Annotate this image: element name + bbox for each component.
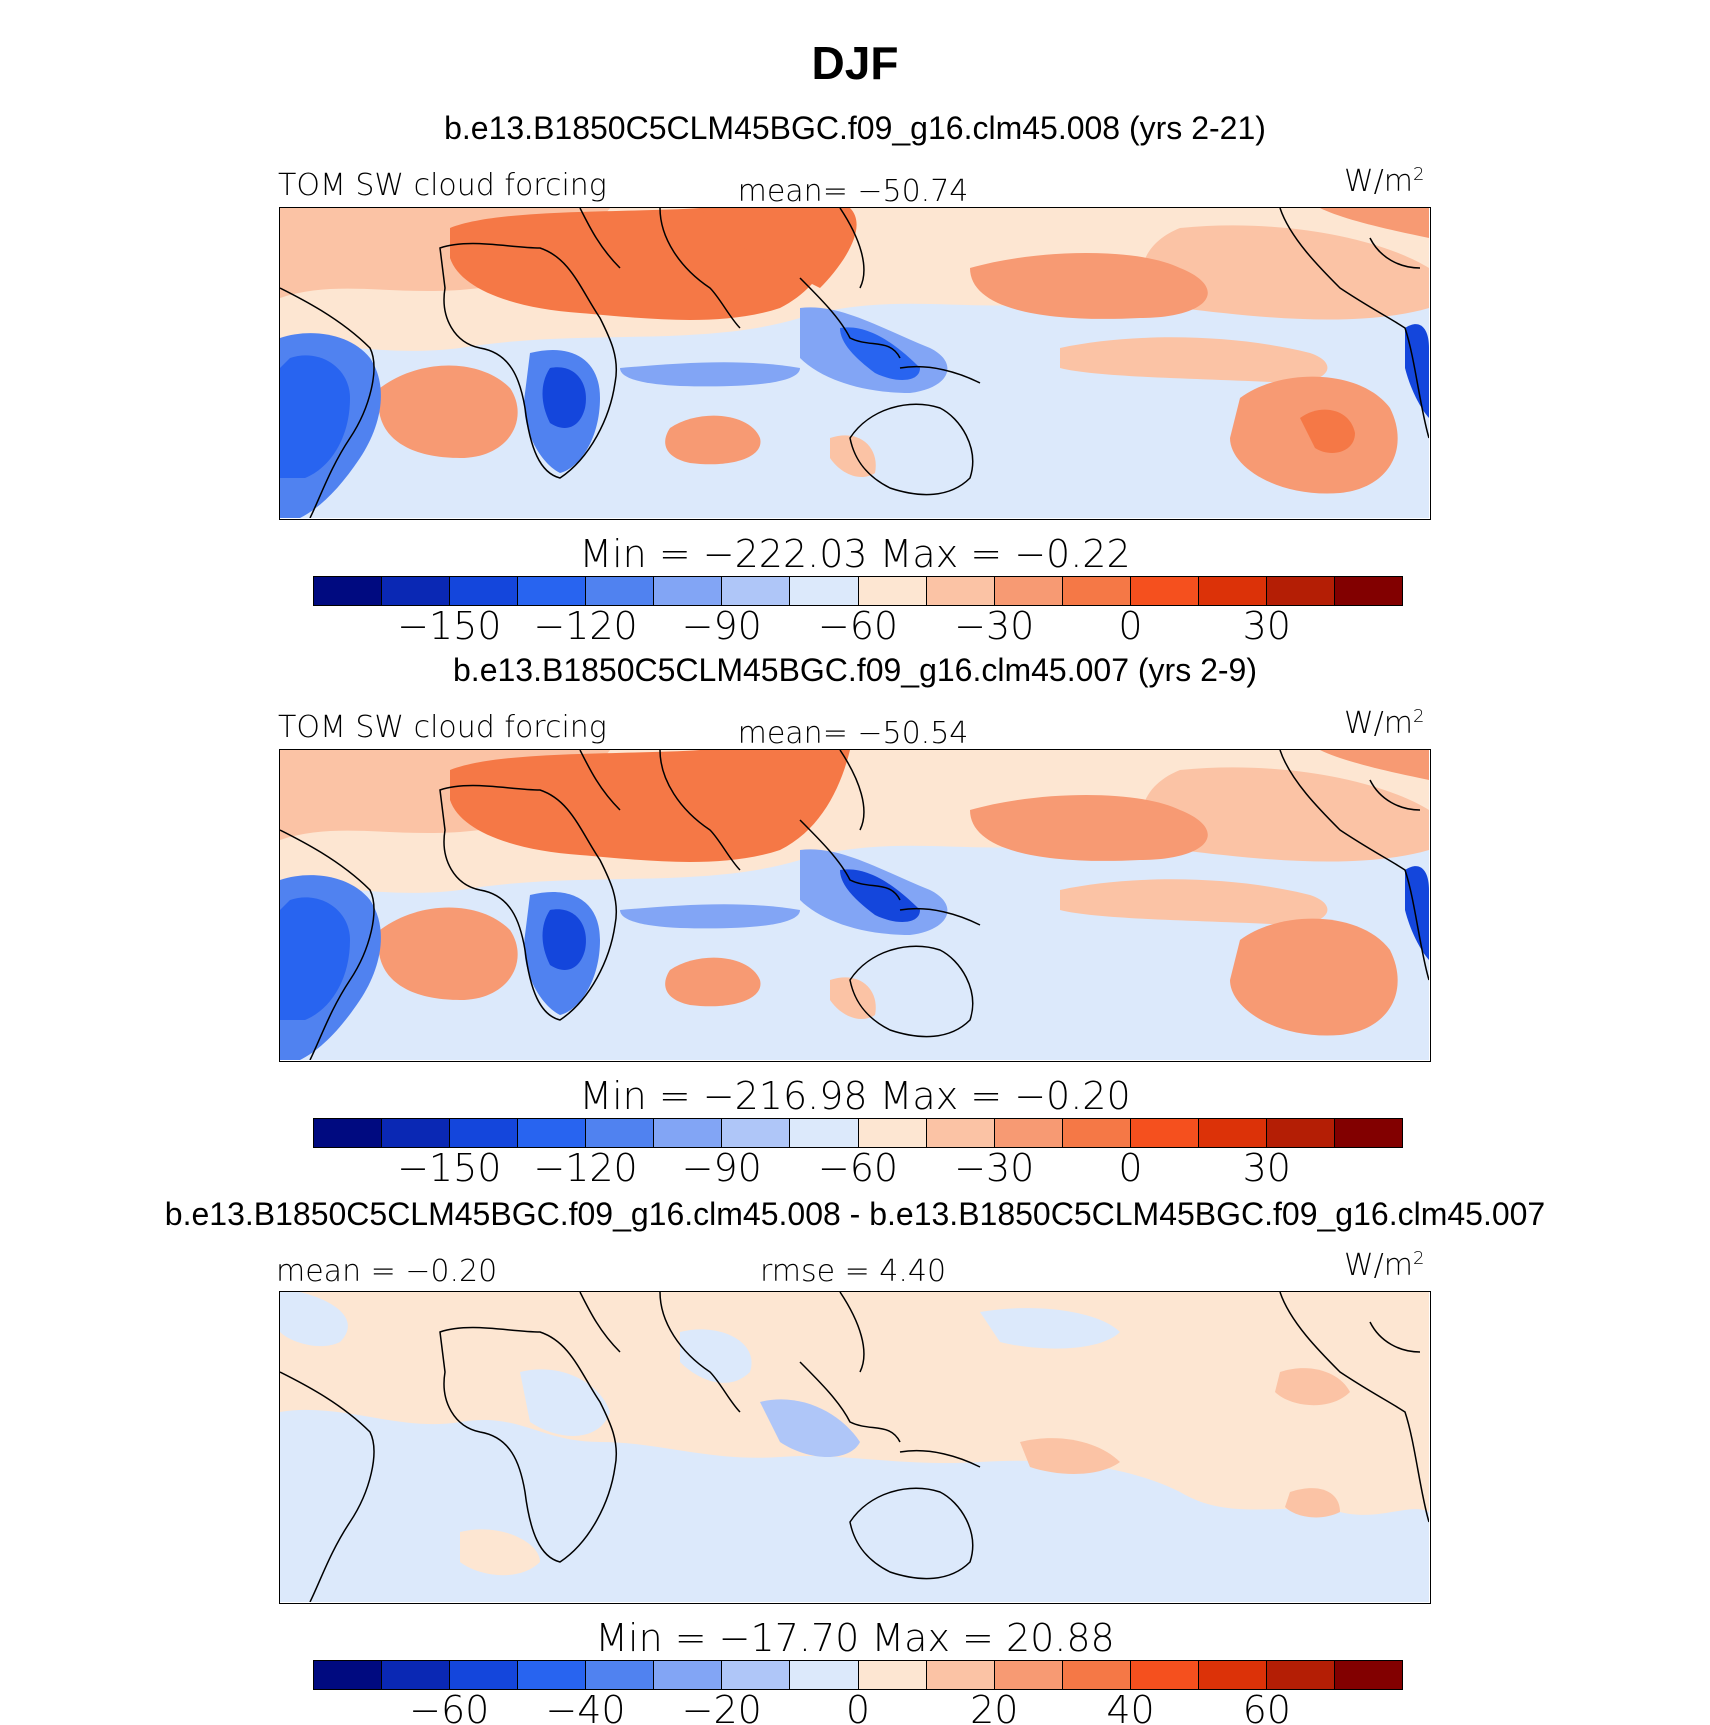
colorbar-tick: 60	[1242, 1688, 1291, 1725]
colorbar-swatch	[790, 1119, 859, 1147]
colorbar-tick: −90	[681, 1146, 762, 1190]
colorbar-swatch	[858, 577, 927, 605]
colorbar-swatch	[518, 1661, 587, 1689]
colorbar-swatch	[450, 1661, 519, 1689]
panel3-colorbar-ticks: −60 −40 −20 0 20 40 60	[313, 1688, 1403, 1725]
colorbar-swatch	[586, 1119, 655, 1147]
colorbar-swatch	[926, 577, 995, 605]
colorbar-swatch	[382, 1119, 451, 1147]
panel2-mean-label: mean= −50.54	[737, 716, 969, 751]
colorbar-tick: 20	[970, 1688, 1019, 1725]
colorbar-swatch	[518, 577, 587, 605]
figure-title: DJF	[811, 37, 899, 89]
colorbar-swatch	[382, 577, 451, 605]
panel2-map	[279, 749, 1431, 1062]
panel1-units: W/m2	[1344, 164, 1425, 199]
colorbar-swatch	[790, 577, 859, 605]
colorbar-swatch	[1130, 1661, 1199, 1689]
colorbar-swatch	[314, 1119, 383, 1147]
colorbar-swatch	[1062, 1119, 1131, 1147]
colorbar-swatch	[790, 1661, 859, 1689]
colorbar-tick: −30	[954, 604, 1035, 648]
colorbar-swatch	[382, 1661, 451, 1689]
panel3-rmse-label: rmse = 4.40	[759, 1254, 947, 1289]
colorbar-tick: 30	[1242, 604, 1291, 648]
colorbar-swatch	[586, 1661, 655, 1689]
colorbar-swatch	[314, 1661, 383, 1689]
colorbar-swatch	[450, 1119, 519, 1147]
colorbar-tick: 0	[845, 1688, 871, 1725]
colorbar-swatch	[994, 1661, 1063, 1689]
colorbar-tick: −120	[533, 604, 638, 648]
colorbar-tick: −60	[817, 604, 899, 648]
colorbar-swatch	[1334, 1661, 1402, 1689]
colorbar-tick: 40	[1106, 1688, 1155, 1725]
colorbar-swatch	[722, 577, 791, 605]
colorbar-swatch	[1266, 1119, 1335, 1147]
colorbar-swatch	[1334, 1119, 1402, 1147]
colorbar-swatch	[314, 577, 383, 605]
colorbar-swatch	[722, 1119, 791, 1147]
panel1-map	[279, 207, 1431, 520]
colorbar-swatch	[1130, 577, 1199, 605]
colorbar-tick: −20	[681, 1688, 762, 1725]
colorbar-swatch	[994, 577, 1063, 605]
panel3-mean-label: mean = −0.20	[276, 1254, 498, 1289]
colorbar-swatch	[1062, 577, 1131, 605]
panel1-title: b.e13.B1850C5CLM45BGC.f09_g16.clm45.008 …	[444, 110, 1266, 146]
panel2-variable-label: TOM SW cloud forcing	[278, 710, 607, 745]
panel1-colorbar	[313, 576, 1403, 606]
colorbar-tick: 0	[1118, 1146, 1143, 1190]
panel3-title: b.e13.B1850C5CLM45BGC.f09_g16.clm45.008 …	[164, 1196, 1546, 1232]
panel2-title: b.e13.B1850C5CLM45BGC.f09_g16.clm45.007 …	[453, 652, 1257, 688]
colorbar-swatch	[994, 1119, 1063, 1147]
colorbar-tick: −60	[409, 1688, 490, 1725]
colorbar-swatch	[450, 577, 519, 605]
colorbar-swatch	[858, 1119, 927, 1147]
colorbar-tick: 0	[1118, 604, 1143, 648]
panel1-mean-label: mean= −50.74	[737, 174, 969, 209]
panel3-minmax-label: Min = −17.70 Max = 20.88	[595, 1616, 1115, 1660]
panel2-colorbar-ticks: −150 −120 −90 −60 −30 0 30	[313, 1146, 1403, 1190]
colorbar-tick: −60	[817, 1146, 899, 1190]
colorbar-tick: −120	[533, 1146, 638, 1190]
colorbar-swatch	[518, 1119, 587, 1147]
colorbar-tick: −90	[681, 604, 762, 648]
colorbar-tick: 30	[1242, 1146, 1291, 1190]
colorbar-swatch	[1198, 1119, 1267, 1147]
colorbar-swatch	[1198, 1661, 1267, 1689]
colorbar-swatch	[1130, 1119, 1199, 1147]
colorbar-swatch	[654, 1119, 723, 1147]
panel2-minmax-label: Min = −216.98 Max = −0.20	[579, 1074, 1131, 1118]
colorbar-swatch	[654, 577, 723, 605]
colorbar-swatch	[722, 1661, 791, 1689]
colorbar-tick: −40	[545, 1688, 626, 1725]
panel1-minmax-label: Min = −222.03 Max = −0.22	[579, 532, 1131, 576]
panel3-map	[279, 1291, 1431, 1604]
panel3-colorbar	[313, 1660, 1403, 1690]
colorbar-swatch	[654, 1661, 723, 1689]
panel2-colorbar	[313, 1118, 1403, 1148]
colorbar-tick: −30	[954, 1146, 1035, 1190]
colorbar-swatch	[1198, 577, 1267, 605]
colorbar-swatch	[586, 577, 655, 605]
colorbar-swatch	[926, 1119, 995, 1147]
panel2-units: W/m2	[1344, 706, 1425, 741]
colorbar-swatch	[1266, 577, 1335, 605]
panel1-variable-label: TOM SW cloud forcing	[278, 168, 607, 203]
colorbar-swatch	[926, 1661, 995, 1689]
panel1-colorbar-ticks: −150 −120 −90 −60 −30 0 30	[313, 604, 1403, 648]
colorbar-tick: −150	[397, 604, 502, 648]
colorbar-swatch	[1266, 1661, 1335, 1689]
colorbar-swatch	[1334, 577, 1402, 605]
colorbar-tick: −150	[397, 1146, 502, 1190]
panel3-units: W/m2	[1344, 1248, 1425, 1283]
colorbar-swatch	[1062, 1661, 1131, 1689]
colorbar-swatch	[858, 1661, 927, 1689]
